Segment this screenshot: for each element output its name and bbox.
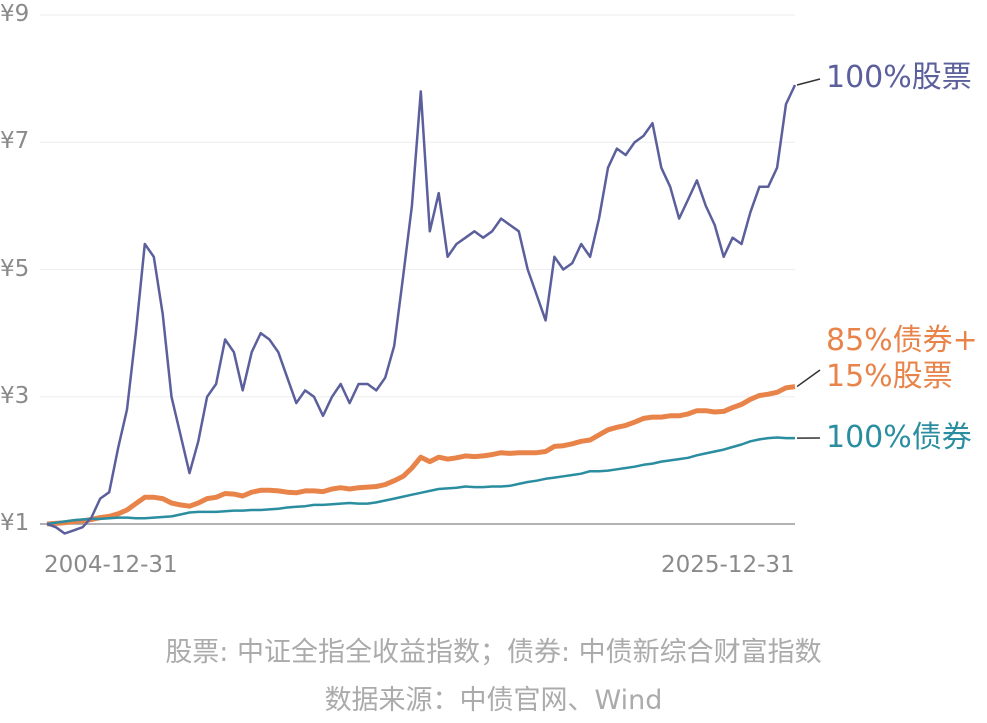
x-tick-label: 2004-12-31 xyxy=(44,552,178,578)
x-tick-label: 2025-12-31 xyxy=(661,552,795,578)
leader-line xyxy=(796,78,821,86)
y-tick-label: ¥3 xyxy=(0,382,30,409)
line-series xyxy=(46,436,795,526)
y-tick-label: ¥9 xyxy=(0,1,30,27)
y-tick-label: ¥5 xyxy=(0,255,30,282)
y-tick-label: ¥7 xyxy=(0,128,30,155)
series-label: 85%债券+ 15%股票 xyxy=(826,323,978,394)
y-tick-label: ¥1 xyxy=(0,510,30,536)
series-label: 100%债券 xyxy=(826,420,972,455)
line-series xyxy=(46,84,797,535)
series-label: 100%股票 xyxy=(826,60,972,95)
line-series xyxy=(46,384,796,527)
footnote: 股票: 中证全指全收益指数；债券: 中债新综合财富指数 xyxy=(165,637,822,668)
leader-line xyxy=(796,369,821,388)
footnote: 数据来源：中债官网、Wind xyxy=(324,685,663,716)
